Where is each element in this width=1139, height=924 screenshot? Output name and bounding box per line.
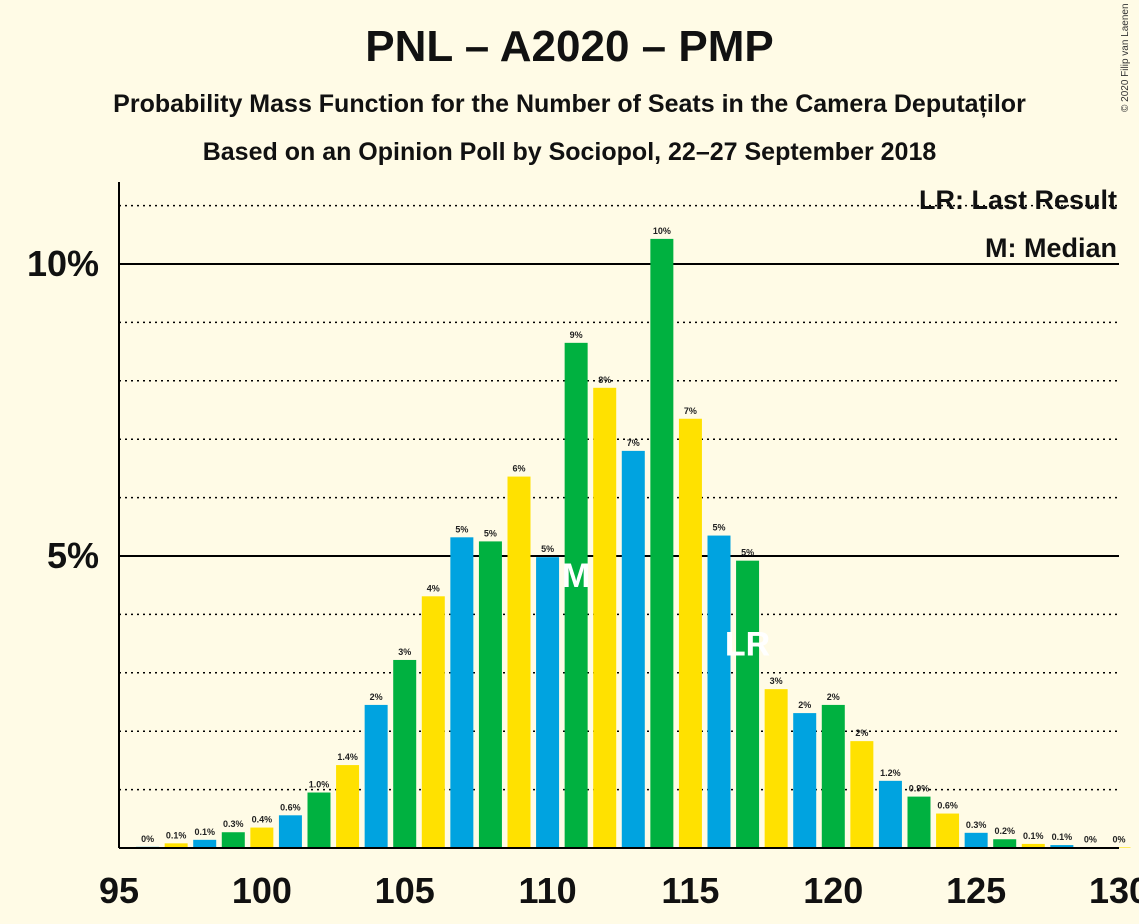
data-label-seat-96: 0% xyxy=(141,834,154,844)
data-label-seat-109: 6% xyxy=(512,464,525,474)
data-label-seat-104: 2% xyxy=(370,692,383,702)
chart-title: PNL – A2020 – PMP xyxy=(365,22,774,71)
bar-seat-104 xyxy=(364,704,388,848)
data-label-seat-101: 0.6% xyxy=(280,802,301,812)
x-tick-label: 95 xyxy=(99,870,139,911)
data-label-seat-124: 0.6% xyxy=(937,801,958,811)
legend: LR: Last Result M: Median xyxy=(919,185,1117,263)
bars xyxy=(136,238,1131,848)
chart-source: Based on an Opinion Poll by Sociopol, 22… xyxy=(202,138,937,166)
legend-entry: LR: Last Result xyxy=(919,185,1117,215)
data-label-seat-97: 0.1% xyxy=(166,830,187,840)
bar-seat-113 xyxy=(621,450,645,848)
x-tick-label: 105 xyxy=(375,870,435,911)
data-label-seat-128: 0.1% xyxy=(1052,832,1073,842)
data-label-seat-119: 2% xyxy=(798,700,811,710)
bar-seat-98 xyxy=(193,839,217,848)
bar-seat-118 xyxy=(764,689,788,848)
data-label-seat-108: 5% xyxy=(484,528,497,538)
bar-seat-119 xyxy=(793,713,817,848)
bar-seat-121 xyxy=(850,741,874,848)
bar-seat-116 xyxy=(707,535,731,848)
legend-entry: M: Median xyxy=(985,233,1117,263)
grid-lines xyxy=(119,204,1119,791)
bar-seat-103 xyxy=(336,765,360,848)
bar-seat-125 xyxy=(964,832,988,848)
bar-seat-123 xyxy=(907,796,931,848)
bar-seat-105 xyxy=(393,659,417,848)
y-tick-label: 10% xyxy=(27,243,99,284)
data-label-seat-117: 5% xyxy=(741,548,754,558)
x-tick-label: 125 xyxy=(946,870,1006,911)
x-tick-label: 115 xyxy=(661,870,719,911)
y-tick-label: 5% xyxy=(47,535,99,576)
bar-seat-99 xyxy=(221,832,245,848)
last-result-marker: LR xyxy=(725,626,770,664)
x-tick-label: 110 xyxy=(519,870,577,911)
data-label-seat-121: 2% xyxy=(855,728,868,738)
data-label-seat-125: 0.3% xyxy=(966,820,987,830)
data-label-seat-111: 9% xyxy=(570,330,583,340)
data-label-seat-102: 1.0% xyxy=(309,780,330,790)
data-label-seat-123: 0.9% xyxy=(909,784,930,794)
bar-seat-120 xyxy=(821,704,845,848)
bar-seat-115 xyxy=(678,418,702,848)
median-marker: M xyxy=(562,557,590,595)
bar-seat-107 xyxy=(450,537,474,848)
data-label-seat-99: 0.3% xyxy=(223,819,244,829)
x-tick-label: 130 xyxy=(1089,870,1139,911)
bar-seat-127 xyxy=(1021,843,1045,848)
markers: M LR xyxy=(562,557,770,664)
bar-seat-122 xyxy=(878,780,902,848)
data-label-seat-106: 4% xyxy=(427,583,440,593)
bar-seat-109 xyxy=(507,476,531,848)
bar-seat-106 xyxy=(421,596,445,848)
axes: 5% 10% 95 100 105 110 115 120 125 130 xyxy=(27,182,1139,911)
data-label-seat-98: 0.1% xyxy=(194,827,215,837)
x-tick-label: 100 xyxy=(232,870,292,911)
bar-seat-126 xyxy=(993,839,1017,848)
chart-subtitle: Probability Mass Function for the Number… xyxy=(113,90,1026,118)
data-label-seat-118: 3% xyxy=(770,676,783,686)
data-label-seat-130: 0% xyxy=(1112,834,1125,844)
data-label-seat-129: 0% xyxy=(1084,834,1097,844)
bar-seat-124 xyxy=(936,813,960,848)
data-label-seat-115: 7% xyxy=(684,406,697,416)
data-label-seat-103: 1.4% xyxy=(337,752,358,762)
data-label-seat-105: 3% xyxy=(398,647,411,657)
data-label-seat-116: 5% xyxy=(712,523,725,533)
data-label-seat-107: 5% xyxy=(455,524,468,534)
bar-seat-128 xyxy=(1050,845,1074,848)
data-labels: 0% 0.1% 0.1% 0.3% 0.4% 0.6% 1.0% 1.4% 2% 3% 4% 5% 5%… xyxy=(141,226,1125,845)
data-label-seat-100: 0.4% xyxy=(252,815,273,825)
bar-seat-112 xyxy=(593,387,617,848)
data-label-seat-110: 5% xyxy=(541,544,554,554)
data-label-seat-114: 10% xyxy=(653,226,671,236)
bar-seat-108 xyxy=(478,541,502,848)
data-label-seat-120: 2% xyxy=(827,692,840,702)
data-label-seat-126: 0.2% xyxy=(994,826,1015,836)
bar-seat-97 xyxy=(164,843,188,848)
data-label-seat-113: 7% xyxy=(627,438,640,448)
x-tick-label: 120 xyxy=(803,870,863,911)
data-label-seat-127: 0.1% xyxy=(1023,831,1044,841)
bar-seat-110 xyxy=(536,557,560,848)
bar-seat-111 xyxy=(564,342,588,848)
bar-seat-102 xyxy=(307,792,331,848)
bar-seat-100 xyxy=(250,827,274,848)
data-label-seat-122: 1.2% xyxy=(880,768,901,778)
bar-seat-117 xyxy=(736,560,760,848)
bar-seat-114 xyxy=(650,238,674,848)
data-label-seat-112: 8% xyxy=(598,375,611,385)
bar-seat-101 xyxy=(278,815,302,848)
